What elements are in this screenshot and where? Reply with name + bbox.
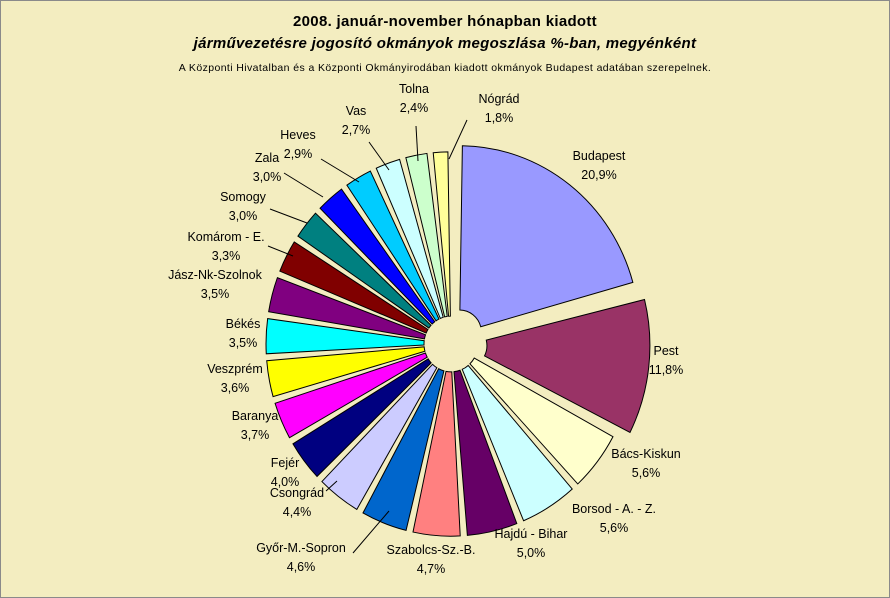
slice-label-name: Jász-Nk-Szolnok — [168, 268, 263, 282]
slice-label-name: Bács-Kiskun — [611, 447, 681, 461]
slice-label-name: Heves — [280, 128, 315, 142]
slice-label-name: Csongrád — [270, 486, 324, 500]
slice-label-value: 5,0% — [517, 546, 546, 560]
pie-slice-hajd-bihar — [453, 369, 518, 536]
slice-label-value: 2,4% — [400, 101, 429, 115]
slice-label-value: 2,7% — [342, 123, 371, 137]
leader-line — [325, 480, 338, 492]
leader-line — [283, 172, 324, 198]
chart-title-line-1: 2008. január-november hónapban kiadott — [293, 13, 597, 30]
slice-label-value: 11,8% — [649, 363, 684, 377]
slice-label-value: 5,6% — [632, 466, 661, 480]
slice-label-value: 3,0% — [253, 170, 282, 184]
slice-label-name: Pest — [653, 344, 679, 358]
slice-label-name: Vas — [346, 104, 367, 118]
leader-line — [320, 158, 360, 183]
slice-label-value: 20,9% — [581, 168, 616, 182]
pie-slice-gy-r-m-sopron — [362, 368, 445, 532]
leader-line — [267, 245, 294, 257]
pie-slice-fej-r — [292, 358, 432, 478]
chart-title-line-2: járművezetésre jogosító okmányok megoszl… — [193, 35, 697, 52]
pie-slice-j-sz-nk-szolnok — [268, 276, 427, 340]
leader-line — [269, 208, 308, 224]
slice-label-name: Somogy — [220, 190, 267, 204]
pie-slice-borsod-a-z- — [461, 364, 573, 522]
pie-slice-b-cs-kiskun — [469, 357, 614, 485]
leader-line — [448, 119, 468, 160]
pie-slice-vas — [375, 158, 444, 320]
slice-label-name: Tolna — [399, 82, 429, 96]
slice-label-value: 1,8% — [485, 111, 514, 125]
slice-label-name: Hajdú - Bihar — [495, 527, 568, 541]
pie-slice-n-gr-d — [432, 151, 451, 317]
chart-subtitle: A Központi Hivatalban és a Központi Okmá… — [178, 62, 712, 74]
slice-label-name: Borsod - A. - Z. — [572, 502, 656, 516]
slice-label-value: 3,0% — [229, 209, 258, 223]
slice-label-name: Szabolcs-Sz.-B. — [387, 543, 476, 557]
pie-slice-szabolcs-sz-b- — [412, 370, 461, 537]
slice-label-value: 2,9% — [284, 147, 313, 161]
pie-slice-csongr-d — [321, 363, 438, 511]
slice-label-name: Győr-M.-Sopron — [256, 541, 346, 555]
slice-label-name: Komárom - E. — [187, 230, 264, 244]
slice-label-value: 4,6% — [287, 560, 316, 574]
slice-label-name: Budapest — [573, 149, 626, 163]
pie-slice-baranya — [274, 352, 428, 439]
pie-slice-tolna — [405, 152, 448, 318]
leader-line — [415, 125, 419, 162]
slice-label-value: 3,3% — [212, 249, 241, 263]
pie-slice-heves — [346, 170, 440, 322]
slice-label-value: 3,5% — [229, 336, 258, 350]
slice-label-name: Baranya — [232, 409, 279, 423]
slice-label-value: 4,0% — [271, 475, 300, 489]
pie-slice-somogy — [297, 212, 432, 329]
pie-slice-budapest — [459, 145, 634, 328]
slice-label-value: 4,7% — [417, 562, 446, 576]
slice-label-name: Békés — [226, 317, 261, 331]
slice-label-value: 3,6% — [221, 381, 250, 395]
leader-line — [368, 141, 390, 171]
slice-label-value: 4,4% — [283, 505, 312, 519]
pie-slice-b-k-s — [265, 318, 425, 355]
slice-label-value: 3,5% — [201, 287, 230, 301]
slice-label-name: Veszprém — [207, 362, 263, 376]
pie-slice-pest — [483, 298, 651, 434]
leader-line — [352, 510, 390, 554]
slice-label-name: Zala — [255, 151, 279, 165]
pie-slice-veszpr-m — [266, 346, 426, 398]
slice-label-name: Nógrád — [479, 92, 520, 106]
slice-label-value: 5,6% — [600, 521, 629, 535]
pie-slice-zala — [319, 188, 436, 325]
slice-label-value: 3,7% — [241, 428, 270, 442]
pie-slice-kom-rom-e- — [279, 241, 429, 334]
slice-label-name: Fejér — [271, 456, 299, 470]
